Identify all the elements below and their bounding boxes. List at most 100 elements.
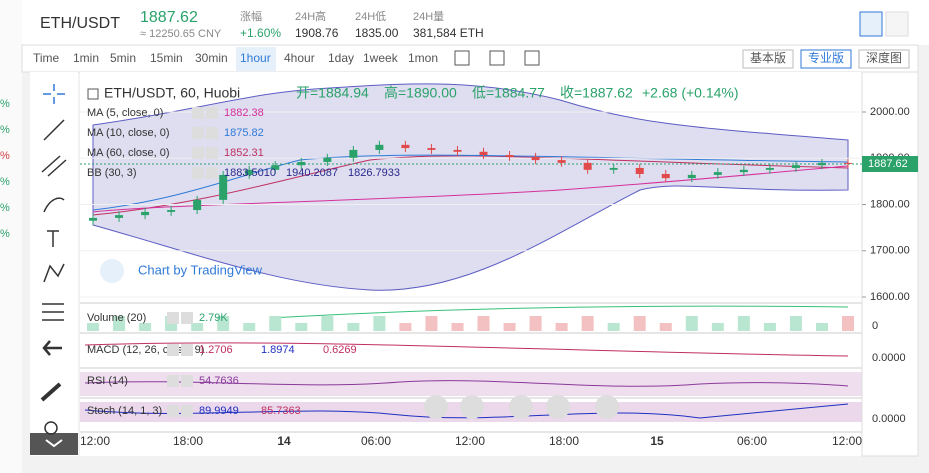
volume-bar xyxy=(503,323,516,331)
indicator-value: 1940.2087 xyxy=(286,167,338,179)
interval[interactable]: 1week xyxy=(363,51,399,65)
pane-axis: 0 xyxy=(872,320,878,332)
version-button[interactable] xyxy=(858,49,910,69)
close-icon[interactable] xyxy=(206,127,218,139)
y-tick-label: 2000.00 xyxy=(870,106,910,118)
candle xyxy=(479,151,488,156)
x-tick-label: 12:00 xyxy=(455,434,485,448)
interval[interactable]: 1day xyxy=(328,51,354,65)
macd-line xyxy=(84,342,849,357)
settings-icon[interactable] xyxy=(192,167,204,179)
settings-icon[interactable] xyxy=(167,312,179,324)
cny-price: ≈ 12250.65 CNY xyxy=(140,28,222,40)
indicator-value: 1852.31 xyxy=(224,147,264,159)
toolbar-icon[interactable] xyxy=(489,50,505,66)
close-icon[interactable] xyxy=(206,147,218,159)
fib-tool[interactable] xyxy=(42,303,64,321)
close-icon[interactable] xyxy=(181,312,193,324)
close-icon[interactable] xyxy=(181,375,193,387)
settings-icon[interactable] xyxy=(167,375,179,387)
candle xyxy=(323,157,332,162)
price-tag xyxy=(862,155,918,172)
candle xyxy=(791,165,800,168)
text-tool[interactable] xyxy=(47,230,59,247)
version-button[interactable] xyxy=(800,49,852,69)
collapse-box xyxy=(87,88,99,100)
settings-icon[interactable] xyxy=(167,344,179,356)
pane-axis: 0.0000 xyxy=(872,413,906,425)
volume-bar xyxy=(555,323,568,331)
collapse-button[interactable] xyxy=(30,433,78,455)
active-interval xyxy=(236,47,276,71)
ohlc: 高=1890.00 xyxy=(384,85,457,101)
indicator: MA (60, close, 0) xyxy=(87,147,170,159)
candle xyxy=(505,155,514,157)
indicator-value: 1883.5010 xyxy=(224,167,276,179)
settings-icon[interactable] xyxy=(167,405,179,417)
volume-bar xyxy=(269,316,282,331)
brush-tool[interactable] xyxy=(43,197,65,213)
volume-bar xyxy=(842,316,854,331)
last-price: 1887.62 xyxy=(140,9,198,26)
settings-icon[interactable] xyxy=(192,127,204,139)
indicator-value: 2.79K xyxy=(199,312,228,324)
zoom-in[interactable] xyxy=(460,395,484,419)
candle xyxy=(531,156,540,161)
back-tool[interactable] xyxy=(42,340,62,356)
settings-icon[interactable] xyxy=(192,147,204,159)
candle xyxy=(765,167,774,170)
interval[interactable]: 1min xyxy=(73,51,99,65)
volume-bar xyxy=(763,323,776,331)
interval[interactable]: 30min xyxy=(195,51,228,65)
ruler-tool[interactable] xyxy=(40,382,62,402)
channel-tool[interactable] xyxy=(41,155,67,177)
volume-bar xyxy=(685,316,698,331)
pane-label: Volume (20) xyxy=(87,312,146,324)
x-tick-label: 06:00 xyxy=(361,434,391,448)
indicator-value: 89.9949 xyxy=(199,405,239,417)
pattern-tool[interactable] xyxy=(43,263,65,283)
version-label: 深度图 xyxy=(866,50,902,65)
x-tick-label: 18:00 xyxy=(549,434,579,448)
candle xyxy=(713,172,722,175)
volume-bar xyxy=(295,323,308,331)
candle xyxy=(167,210,176,212)
price-axis xyxy=(861,71,919,457)
close-icon[interactable] xyxy=(206,167,218,179)
close-icon[interactable] xyxy=(206,107,218,119)
close-icon[interactable] xyxy=(181,344,193,356)
interval[interactable]: 5min xyxy=(110,51,136,65)
settings-icon[interactable] xyxy=(192,107,204,119)
toolbar-icon[interactable] xyxy=(524,50,540,66)
volume-bar xyxy=(607,323,620,331)
interval[interactable]: 1mon xyxy=(408,51,438,65)
indicator-value: 1.8974 xyxy=(261,344,295,356)
indicator-value: 1.2706 xyxy=(199,344,233,356)
zoom-tool[interactable] xyxy=(44,421,58,435)
scroll-right[interactable] xyxy=(546,395,570,419)
crosshair-tool[interactable] xyxy=(43,84,65,104)
interval[interactable]: 1hour xyxy=(240,51,271,65)
scroll-left[interactable] xyxy=(509,395,533,419)
favorite-button[interactable] xyxy=(859,11,883,37)
x-tick-label: 06:00 xyxy=(737,434,767,448)
interval[interactable]: 4hour xyxy=(284,51,315,65)
theme-button[interactable] xyxy=(885,11,909,37)
indicator-value: 1826.7933 xyxy=(348,167,400,179)
line-tool[interactable] xyxy=(43,119,65,141)
volume-bar xyxy=(815,323,828,331)
volume-bar xyxy=(399,323,412,331)
indicator-value: 0.6269 xyxy=(323,344,357,356)
version-button[interactable] xyxy=(742,49,794,69)
zoom-out[interactable] xyxy=(424,395,448,419)
reset[interactable] xyxy=(595,395,619,419)
indicator-value: 54.7636 xyxy=(199,375,239,387)
close-icon[interactable] xyxy=(181,405,193,417)
candle xyxy=(375,144,384,150)
volume-bar xyxy=(477,316,490,331)
interval[interactable]: 15min xyxy=(150,51,183,65)
volume-bar xyxy=(217,316,230,331)
candle xyxy=(219,174,228,200)
toolbar-icon[interactable] xyxy=(454,50,470,66)
